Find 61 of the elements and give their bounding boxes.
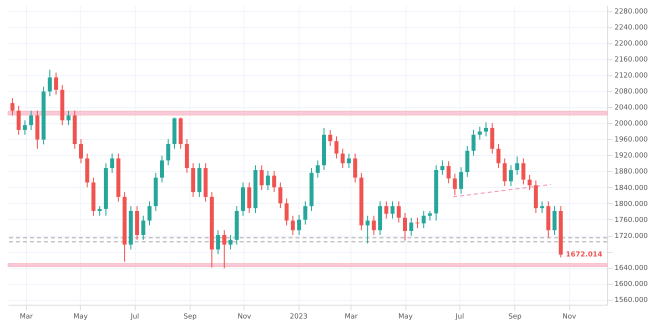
- candlestick: [403, 212, 407, 242]
- candlestick: [459, 166, 464, 194]
- candlestick: [552, 206, 557, 236]
- candlestick: [328, 129, 332, 146]
- candlestick: [278, 182, 282, 209]
- candlestick: [110, 153, 114, 174]
- candlestick: [390, 200, 395, 220]
- candlestick: [66, 110, 71, 126]
- candlestick: [10, 98, 14, 116]
- candlestick: [228, 234, 233, 250]
- candlestick: [346, 153, 351, 169]
- candlestick: [422, 210, 426, 229]
- candlestick: [297, 214, 302, 236]
- candlestick: [384, 200, 388, 220]
- candlestick: [528, 174, 532, 191]
- candlestick: [484, 122, 488, 137]
- candlestick: [160, 155, 164, 183]
- candlestick: [78, 138, 83, 164]
- candlestick: [48, 69, 52, 97]
- candlestick: [521, 158, 526, 185]
- candlestick: [216, 230, 220, 255]
- candlestick: [440, 160, 444, 176]
- candlestick: [22, 120, 27, 136]
- candlestick: [222, 230, 226, 269]
- candlestick: [446, 160, 451, 184]
- candlestick: [98, 206, 102, 216]
- candlestick: [540, 200, 544, 214]
- candlestick: [16, 105, 21, 136]
- candlestick: [508, 164, 513, 187]
- candlestick: [465, 145, 470, 178]
- candlestick: [284, 198, 289, 226]
- candlestick: [366, 215, 370, 244]
- candlestick: [396, 200, 401, 224]
- candlestick: [415, 217, 420, 229]
- candlestick: [490, 122, 494, 154]
- candlestick: [316, 160, 320, 178]
- candlestick: [266, 170, 270, 191]
- candlestick: [472, 129, 476, 156]
- candlestick: [496, 143, 500, 169]
- candlestick: [260, 164, 264, 191]
- candlestick: [502, 158, 507, 187]
- candlestick: [428, 210, 432, 222]
- candlestick: [240, 182, 245, 216]
- candlestick: [247, 182, 252, 214]
- candlestick: [409, 217, 414, 236]
- candlestick: [272, 170, 276, 193]
- candlestick: [534, 180, 538, 214]
- candlestick: [29, 110, 34, 130]
- candlestick: [166, 138, 170, 166]
- candlestick: [340, 148, 345, 169]
- candlestick: [290, 215, 295, 236]
- candlestick: [515, 156, 520, 176]
- candlestick: [372, 215, 376, 236]
- candlestick: [353, 153, 358, 183]
- candlestick: [303, 200, 308, 226]
- candlestick: [478, 126, 482, 140]
- candlestick: [334, 136, 338, 159]
- candlestick: [54, 72, 58, 96]
- candlestick: [452, 173, 457, 196]
- candlestick: [141, 215, 146, 240]
- candlestick: [148, 200, 152, 226]
